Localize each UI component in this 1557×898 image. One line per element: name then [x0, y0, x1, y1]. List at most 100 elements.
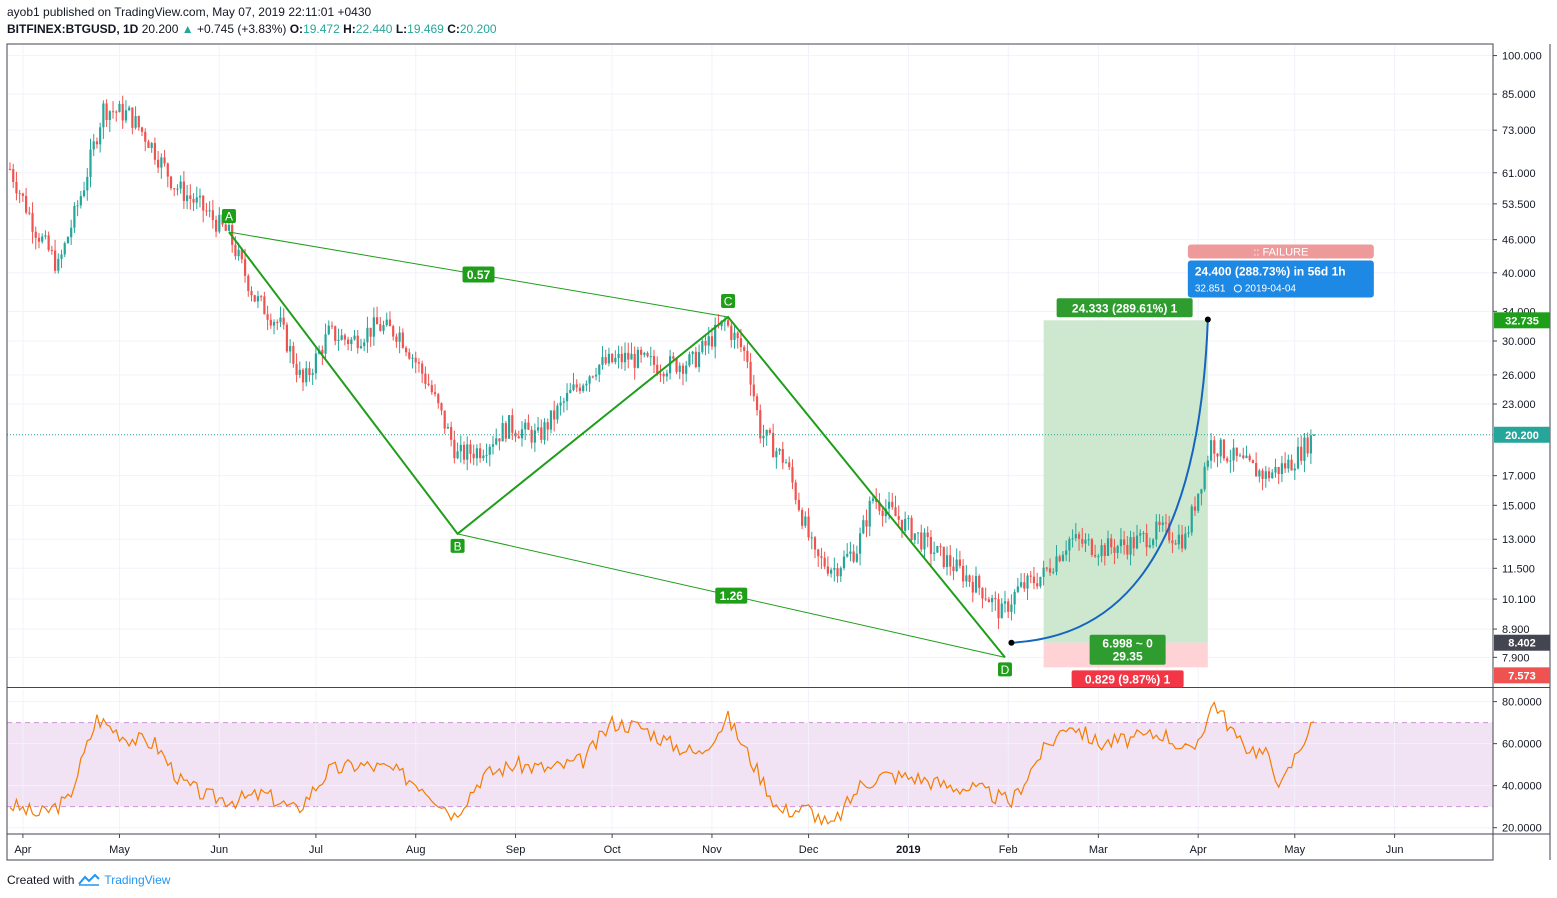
candle-body: [849, 551, 852, 554]
harmonic-leg-path: [228, 231, 1006, 658]
candle-body: [585, 383, 588, 386]
time-tick-label: Sep: [506, 844, 526, 856]
candle-body: [353, 335, 356, 340]
candle-body: [421, 363, 424, 374]
candle-body: [759, 410, 762, 439]
ratio-label: 1.26: [720, 589, 744, 603]
candle-body: [8, 168, 12, 170]
candle-body: [565, 392, 569, 402]
candle-body: [1203, 466, 1206, 490]
candle-body: [195, 197, 198, 203]
candle-body: [952, 566, 955, 571]
target-label-box: [1056, 298, 1193, 318]
candle-body: [57, 258, 60, 271]
candle-body: [530, 429, 533, 443]
candle-body: [41, 236, 44, 242]
tradingview-logo-icon[interactable]: [78, 874, 101, 886]
candle-body: [1180, 534, 1184, 549]
published-text: published on TradingView.com, May 07, 20…: [43, 5, 372, 19]
candle-body: [1119, 539, 1122, 547]
candle-body: [646, 352, 649, 357]
candle-body: [1003, 601, 1007, 604]
candle-body: [137, 116, 140, 128]
rsi-tick-label: 80.0000: [1502, 697, 1542, 709]
price-tag-label: 7.573: [1508, 670, 1536, 682]
candle-body: [1274, 467, 1277, 473]
candle-body: [21, 193, 24, 196]
candle-body: [707, 336, 710, 346]
candle-body: [124, 110, 128, 121]
candle-body: [517, 436, 520, 439]
candle-body: [839, 568, 842, 577]
candle-body: [1103, 545, 1106, 556]
candle-body: [1052, 571, 1055, 573]
candle-body: [147, 141, 150, 149]
candle-body: [1100, 545, 1103, 557]
candle-body: [775, 451, 778, 458]
candle-body: [160, 157, 163, 168]
candle-body: [623, 352, 627, 363]
candle-body: [1081, 538, 1084, 544]
candle-body: [1074, 534, 1077, 539]
high-label: H:: [343, 22, 356, 36]
projection-info-date: 2019-04-04: [1245, 283, 1297, 294]
price-tick-label: 85.000: [1502, 89, 1536, 101]
candle-body: [440, 403, 443, 411]
candle-body: [714, 324, 717, 347]
candle-body: [697, 352, 701, 368]
author-name[interactable]: ayob1: [7, 5, 40, 19]
pattern-point-b-label: B: [454, 539, 462, 553]
symbol-title[interactable]: BITFINEX:BTGUSD, 1D: [7, 22, 139, 36]
candle-body: [189, 195, 192, 199]
ratio-label: 0.57: [467, 268, 491, 282]
candle-body: [1123, 539, 1126, 546]
candle-body: [1126, 545, 1129, 555]
candle-body: [453, 439, 456, 459]
price-tag-label: 8.402: [1508, 638, 1536, 650]
candle-body: [44, 235, 47, 237]
candle-body: [498, 438, 501, 442]
price-tick-label: 7.900: [1502, 652, 1530, 664]
candle-body: [1293, 468, 1296, 471]
candle-body: [1142, 533, 1145, 535]
candle-body: [208, 210, 211, 212]
candle-body: [308, 368, 311, 376]
candle-body: [611, 353, 614, 363]
candle-body: [140, 127, 144, 132]
candle-body: [553, 410, 556, 420]
candle-body: [836, 568, 839, 577]
candle-body: [1184, 533, 1187, 549]
low-label: L:: [395, 22, 408, 36]
candle-body: [546, 422, 549, 430]
candle-body: [556, 405, 559, 420]
candle-body: [298, 369, 301, 375]
candle-body: [1019, 582, 1023, 587]
candle-body: [527, 422, 530, 430]
candle-body: [1094, 554, 1097, 557]
candle-body: [385, 319, 388, 326]
candle-body: [987, 599, 990, 603]
candle-body: [594, 374, 598, 377]
candle-body: [768, 429, 772, 433]
candle-body: [688, 354, 691, 366]
candle-body: [1148, 545, 1151, 548]
candle-body: [878, 501, 881, 511]
candle-body: [1290, 459, 1293, 471]
candle-body: [691, 351, 694, 355]
tradingview-brand-link[interactable]: TradingView: [104, 873, 171, 887]
candle-body: [813, 537, 817, 550]
candle-body: [263, 296, 266, 315]
candle-body: [685, 365, 688, 374]
candle-body: [324, 334, 327, 354]
candle-body: [469, 444, 472, 454]
candle-body: [1061, 554, 1065, 562]
candle-body: [582, 385, 585, 392]
candle-body: [842, 556, 846, 569]
projection-end-dot: [1204, 316, 1211, 323]
candle-body: [1213, 440, 1216, 454]
candle-body: [852, 551, 855, 562]
candle-body: [865, 520, 868, 527]
candle-body: [1226, 458, 1229, 462]
candle-body: [179, 181, 182, 189]
